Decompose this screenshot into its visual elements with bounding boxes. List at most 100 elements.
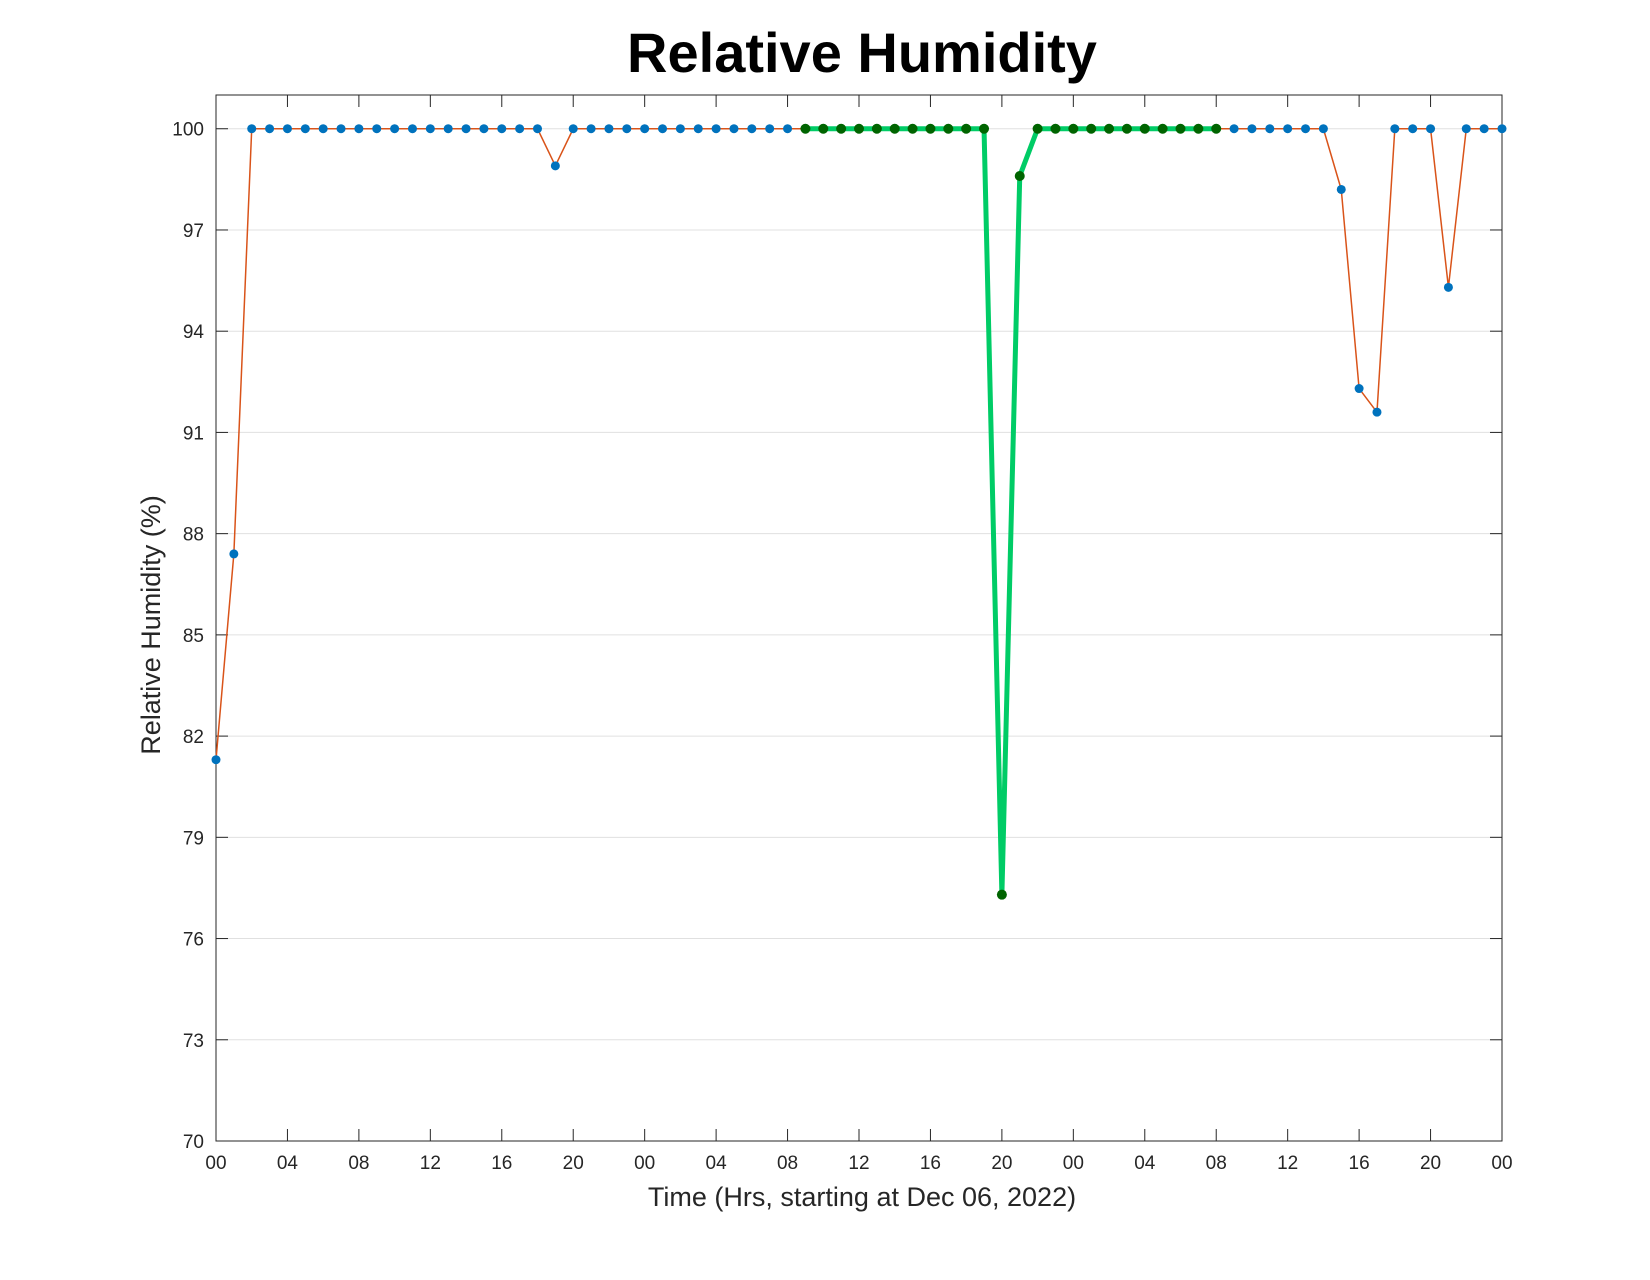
x-tick-label: 08 (777, 1153, 798, 1174)
data-point-main (1408, 124, 1418, 134)
y-tick-label: 70 (183, 1132, 204, 1153)
data-point-main (693, 124, 703, 134)
chart-title: Relative Humidity (627, 21, 1097, 84)
x-tick-label: 04 (277, 1153, 299, 1174)
data-point-highlight (1211, 123, 1222, 134)
data-point-highlight (1175, 123, 1186, 134)
series (211, 123, 1507, 900)
data-point-main (1443, 282, 1453, 292)
data-point-main (211, 755, 221, 765)
x-tick-label: 20 (563, 1153, 584, 1174)
data-point-highlight (1193, 123, 1204, 134)
y-axis-label: Relative Humidity (%) (136, 495, 166, 755)
data-point-main (515, 124, 525, 134)
data-point-highlight (1139, 123, 1150, 134)
x-tick-label: 16 (1349, 1153, 1370, 1174)
data-point-main (765, 124, 775, 134)
data-point-main (1265, 124, 1275, 134)
data-point-main (461, 124, 471, 134)
x-tick-label: 00 (634, 1153, 655, 1174)
data-point-main (1301, 124, 1311, 134)
x-tick-label: 16 (491, 1153, 512, 1174)
data-point-main (336, 124, 346, 134)
y-tick-label: 82 (183, 727, 204, 748)
data-point-highlight (943, 123, 954, 134)
data-point-main (247, 124, 257, 134)
data-point-highlight (818, 123, 829, 134)
data-point-main (390, 124, 400, 134)
y-tick-label: 85 (183, 626, 204, 647)
data-point-main (640, 124, 650, 134)
ticks: 70 73 76 79 82 85 88 91 94 97 100 00 04 08 12 16 20 00 04 0… (172, 95, 1513, 1174)
y-tick-label: 94 (183, 322, 205, 343)
data-point-main (533, 124, 542, 134)
data-point-main (497, 124, 507, 134)
x-tick-label: 00 (1063, 1153, 1084, 1174)
data-point-main (229, 549, 239, 559)
y-tick-label: 88 (183, 525, 204, 546)
data-point-main (622, 124, 632, 134)
data-point-main (1426, 124, 1436, 134)
data-point-highlight (836, 123, 847, 134)
data-point-highlight (1104, 123, 1115, 134)
data-point-main (1336, 184, 1346, 194)
data-point-highlight (1050, 123, 1061, 134)
x-tick-label: 12 (420, 1153, 441, 1174)
data-point-main (1497, 124, 1507, 134)
data-point-highlight (961, 123, 972, 134)
data-point-highlight (1068, 123, 1079, 134)
data-point-main (265, 124, 275, 134)
data-point-main (354, 124, 364, 134)
data-point-main (1354, 384, 1364, 394)
data-point-main (747, 124, 757, 134)
data-point-highlight (1157, 123, 1168, 134)
y-tick-label: 100 (172, 120, 204, 141)
data-point-highlight (800, 123, 811, 134)
data-point-main (586, 124, 596, 134)
x-tick-label: 12 (1277, 1153, 1298, 1174)
y-tick-label: 97 (183, 221, 204, 242)
data-point-highlight (907, 123, 918, 134)
y-tick-label: 76 (183, 930, 204, 951)
data-point-main (1372, 407, 1382, 417)
data-point-main (729, 124, 739, 134)
data-point-highlight (871, 123, 882, 134)
data-point-main (318, 124, 328, 134)
data-point-main (658, 124, 668, 134)
x-tick-label: 16 (920, 1153, 941, 1174)
x-tick-label: 04 (706, 1153, 728, 1174)
data-point-main (407, 124, 417, 134)
data-point-main (550, 161, 560, 171)
data-point-main (1318, 124, 1328, 134)
x-tick-label: 08 (1206, 1153, 1227, 1174)
data-point-main (1390, 124, 1400, 134)
data-point-main (711, 124, 721, 134)
x-tick-label: 08 (348, 1153, 369, 1174)
data-point-highlight (996, 889, 1007, 900)
x-tick-label: 20 (1420, 1153, 1441, 1174)
data-point-main (425, 124, 435, 134)
x-tick-label: 00 (1491, 1153, 1512, 1174)
x-tick-label: 04 (1134, 1153, 1156, 1174)
x-tick-label: 00 (205, 1153, 226, 1174)
data-point-main (675, 124, 685, 134)
data-point-main (443, 124, 453, 134)
data-point-main (372, 124, 382, 134)
data-point-main (479, 124, 489, 134)
data-point-highlight (854, 123, 864, 134)
data-point-highlight (979, 123, 990, 134)
x-tick-label: 12 (848, 1153, 869, 1174)
data-point-highlight (925, 123, 936, 134)
data-point-highlight (1014, 170, 1025, 181)
y-tick-label: 73 (183, 1031, 204, 1052)
data-point-main (1229, 124, 1239, 134)
y-tick-label: 91 (183, 423, 204, 444)
x-axis-label: Time (Hrs, starting at Dec 06, 2022) (648, 1182, 1076, 1212)
data-point-highlight (1086, 123, 1097, 134)
data-point-highlight (1121, 123, 1132, 134)
data-point-highlight (1032, 123, 1043, 134)
data-point-highlight (889, 123, 900, 134)
